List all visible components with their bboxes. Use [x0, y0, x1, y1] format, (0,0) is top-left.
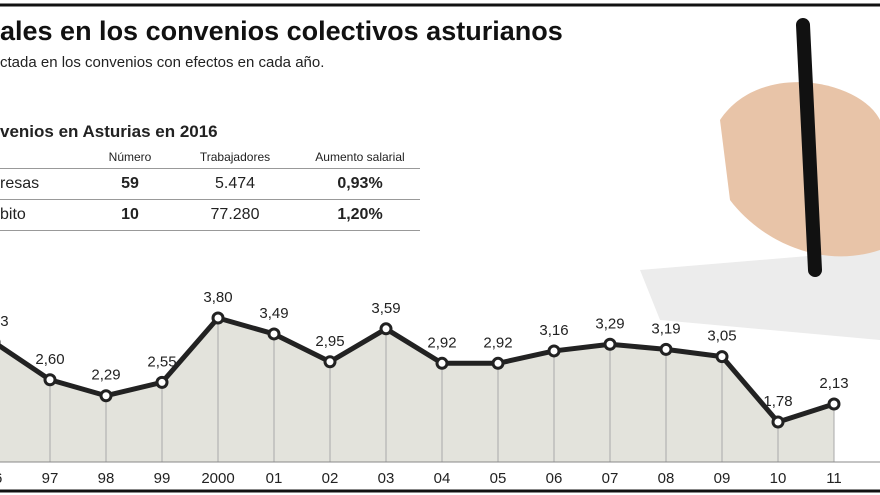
x-tick-label: 06 — [546, 470, 563, 487]
summary-table: venios en Asturias en 2016 Número Trabaja… — [0, 122, 420, 231]
title: ales en los convenios colectivos asturia… — [0, 16, 563, 46]
cell: 5.474 — [170, 168, 300, 200]
x-tick-label: 04 — [434, 470, 451, 487]
point — [603, 337, 617, 351]
point — [827, 397, 841, 411]
table-title: venios en Asturias en 2016 — [0, 122, 218, 141]
x-tick-label: 10 — [770, 470, 787, 487]
x-tick-label: 97 — [42, 470, 59, 487]
point — [99, 389, 113, 403]
x-tick-label: 02 — [322, 470, 339, 487]
line — [0, 315, 835, 425]
value-label: 2,55 — [147, 353, 176, 370]
point — [547, 344, 561, 358]
point — [323, 355, 337, 369]
header: Número — [108, 150, 152, 164]
value-label: 3,49 — [259, 305, 288, 322]
pen — [796, 18, 822, 277]
x-tick-label: 11 — [826, 470, 842, 487]
value-label: 2,60 — [35, 351, 64, 368]
point — [435, 356, 449, 370]
x-tick-label: 03 — [378, 470, 395, 487]
x-tick-label: 99 — [154, 470, 171, 487]
point — [491, 356, 505, 370]
x-tick-label: 2000 — [201, 470, 234, 487]
cell: 1,20% — [300, 199, 420, 231]
point — [379, 322, 393, 336]
value-label: 3,33 — [0, 313, 9, 330]
point — [211, 311, 225, 325]
header: Trabajadores — [199, 150, 271, 164]
value-label: 3,59 — [371, 300, 400, 317]
subtitle: ctada en los convenios con efectos en ca… — [0, 54, 325, 71]
cell: 10 — [90, 199, 170, 231]
point — [771, 415, 785, 429]
x-tick-label: 96 — [0, 470, 2, 487]
cell: 77.280 — [170, 199, 300, 231]
x-tick-label: 01 — [266, 470, 283, 487]
value-label: 3,05 — [707, 328, 736, 345]
value-label: 2,29 — [91, 367, 120, 384]
value-label: 2,92 — [427, 334, 456, 351]
value-label: 2,92 — [483, 334, 512, 351]
area — [0, 318, 834, 462]
point — [155, 375, 169, 389]
x-tick-label: 05 — [490, 470, 507, 487]
value-label: 3,29 — [595, 315, 624, 332]
value-label: 1,78 — [763, 393, 792, 410]
header: Aumento salarial — [315, 150, 405, 164]
value-label: 2,95 — [315, 333, 344, 350]
x-tick-label: 09 — [714, 470, 731, 487]
value-label: 3,80 — [203, 289, 232, 306]
x-tick-label: 08 — [658, 470, 675, 487]
point — [659, 342, 673, 356]
point — [43, 373, 57, 387]
cell: 59 — [90, 168, 170, 200]
cell: resas — [0, 168, 90, 200]
point — [267, 327, 281, 341]
x-tick-label: 98 — [98, 470, 115, 487]
cell: 0,93% — [300, 168, 420, 200]
value-label: 2,13 — [819, 375, 848, 392]
point — [715, 350, 729, 364]
x-tick-label: 07 — [602, 470, 619, 487]
cell: bito — [0, 199, 90, 231]
value-label: 3,16 — [539, 322, 568, 339]
value-label: 3,19 — [651, 320, 680, 337]
hand — [720, 82, 880, 257]
